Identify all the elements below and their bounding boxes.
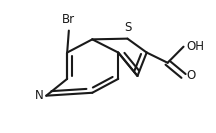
Text: S: S: [124, 20, 131, 34]
Text: O: O: [186, 69, 195, 82]
Text: Br: Br: [62, 13, 75, 26]
Text: OH: OH: [186, 40, 204, 53]
Text: N: N: [35, 89, 44, 102]
